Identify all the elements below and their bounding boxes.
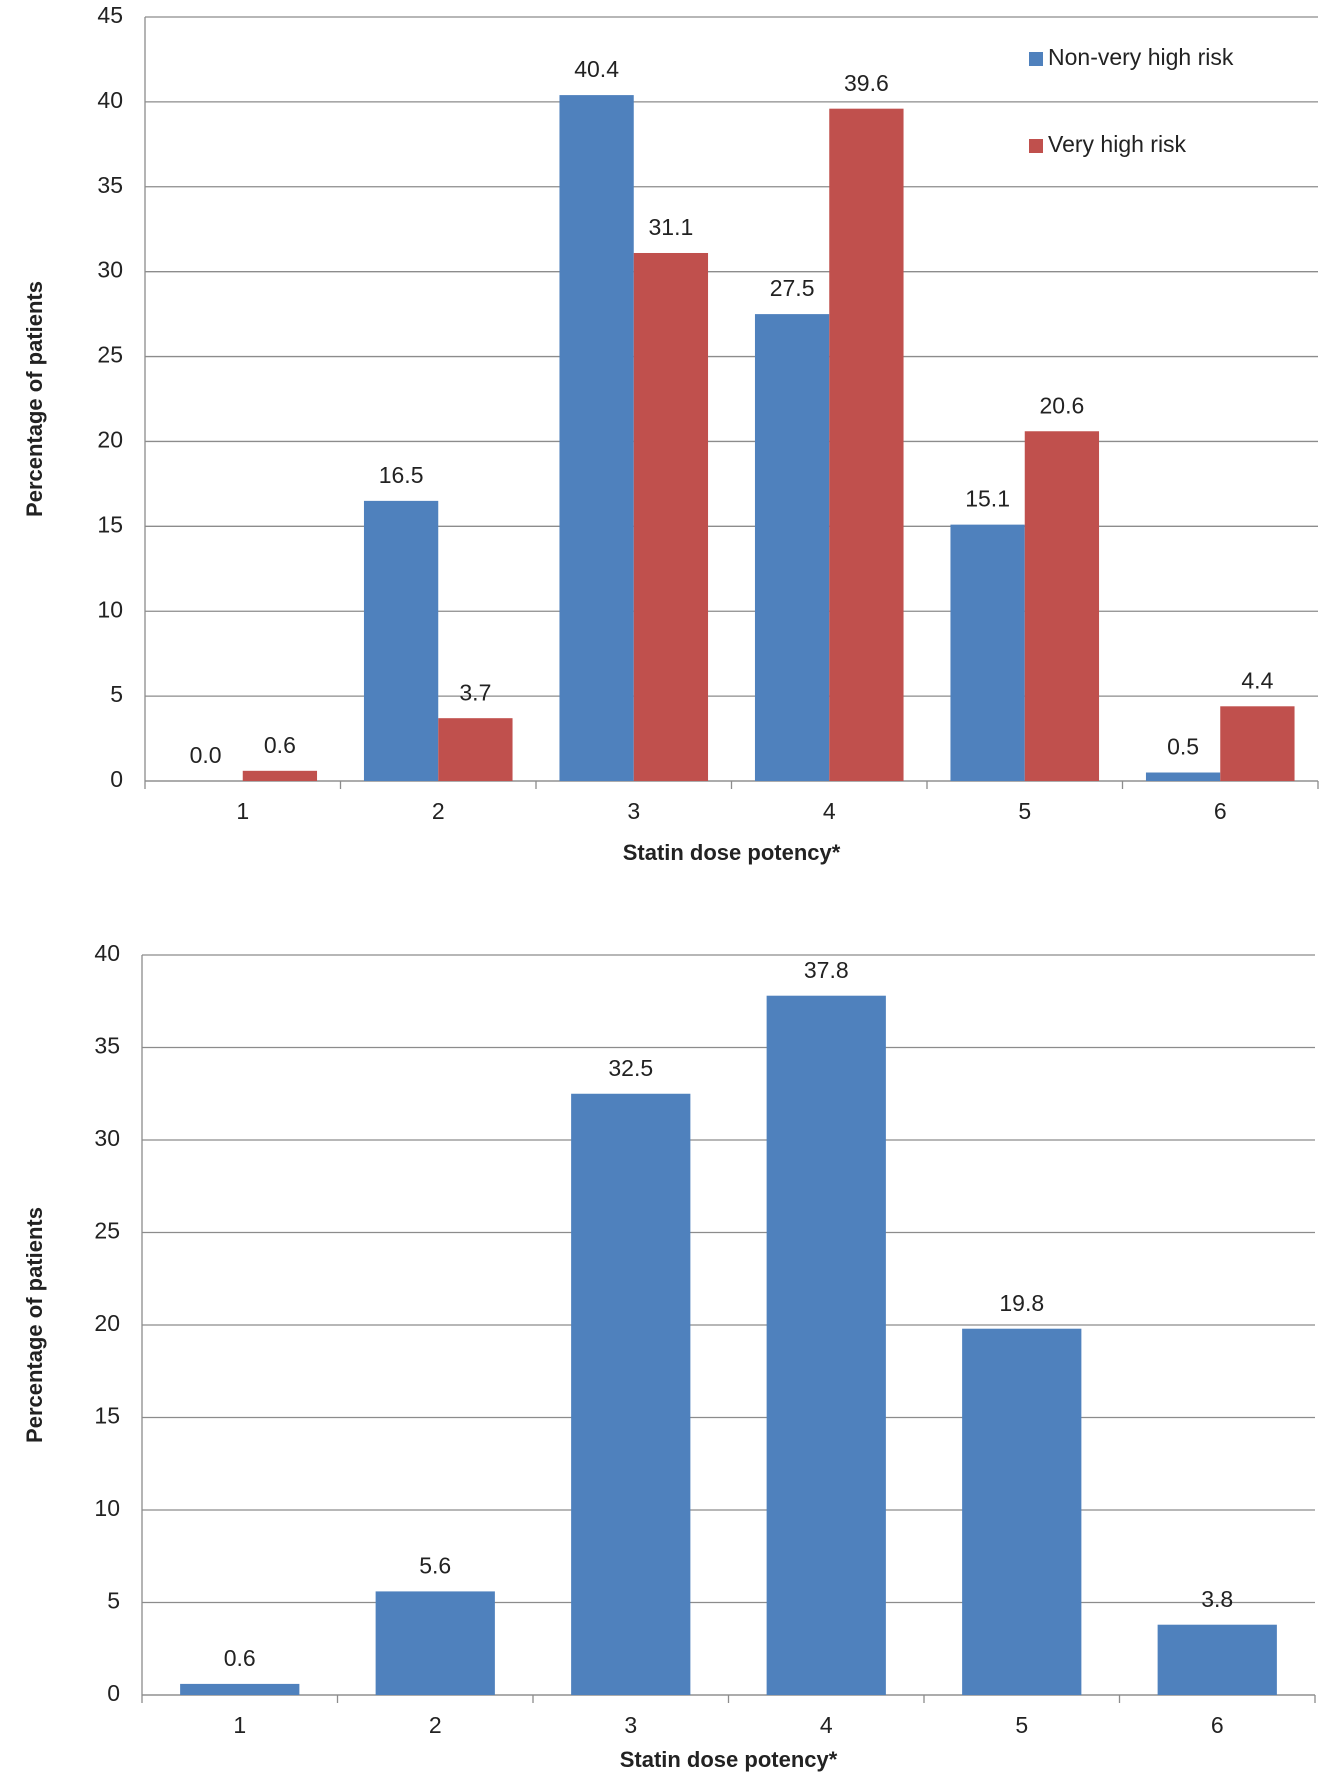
y-tick-label: 5 <box>110 681 123 707</box>
y-tick-label: 35 <box>97 172 123 198</box>
data-label: 5.6 <box>419 1552 451 1578</box>
bar <box>571 1093 691 1695</box>
bar <box>962 1328 1082 1695</box>
y-tick-label: 0 <box>107 1680 120 1706</box>
bar <box>375 1591 495 1695</box>
bar <box>242 770 318 781</box>
data-label: 19.8 <box>999 1290 1044 1316</box>
data-label: 20.6 <box>1040 392 1085 418</box>
data-label: 16.5 <box>379 462 424 488</box>
y-tick-label: 30 <box>94 1125 120 1151</box>
data-label: 3.8 <box>1201 1586 1233 1612</box>
y-tick-label: 10 <box>97 596 123 622</box>
data-label: 4.4 <box>1241 667 1273 693</box>
y-axis-title: Percentage of patients <box>22 1207 47 1443</box>
data-label: 15.1 <box>965 486 1010 512</box>
data-label: 0.6 <box>264 732 296 758</box>
bar <box>633 252 709 782</box>
data-label: 37.8 <box>804 957 849 983</box>
bar <box>180 1683 300 1695</box>
data-label: 40.4 <box>574 56 619 82</box>
bar <box>754 314 830 781</box>
x-tick-label: 5 <box>1015 1712 1028 1738</box>
data-label: 0.5 <box>1167 734 1199 760</box>
x-tick-label: 5 <box>1018 798 1031 824</box>
x-tick-label: 6 <box>1211 1712 1224 1738</box>
y-tick-label: 20 <box>97 427 123 453</box>
x-tick-label: 6 <box>1214 798 1227 824</box>
y-tick-label: 0 <box>110 766 123 792</box>
y-tick-label: 25 <box>97 342 123 368</box>
y-tick-label: 5 <box>107 1588 120 1614</box>
bar <box>559 95 634 781</box>
x-tick-label: 3 <box>627 798 640 824</box>
data-label: 32.5 <box>608 1055 653 1081</box>
bar <box>363 500 439 781</box>
data-label: 27.5 <box>770 275 815 301</box>
bar <box>950 524 1025 781</box>
data-label: 31.1 <box>649 214 694 240</box>
y-tick-label: 25 <box>94 1218 120 1244</box>
bar <box>1157 1624 1277 1695</box>
x-axis-title: Statin dose potency* <box>620 1747 838 1772</box>
y-tick-label: 30 <box>97 257 123 283</box>
bar <box>1220 706 1295 781</box>
y-tick-label: 15 <box>97 511 123 537</box>
x-tick-label: 1 <box>236 798 249 824</box>
legend-swatch <box>1029 52 1043 66</box>
x-tick-label: 1 <box>233 1712 246 1738</box>
y-tick-label: 40 <box>94 940 120 966</box>
x-tick-label: 4 <box>823 798 836 824</box>
data-label: 0.6 <box>224 1645 256 1671</box>
y-tick-label: 10 <box>94 1495 120 1521</box>
data-label: 39.6 <box>844 70 889 96</box>
data-label: 3.7 <box>459 679 491 705</box>
y-tick-label: 35 <box>94 1033 120 1059</box>
bar <box>829 108 904 782</box>
bar <box>1145 772 1221 781</box>
legend-swatch <box>1029 139 1043 153</box>
y-tick-label: 20 <box>94 1310 120 1336</box>
x-tick-label: 2 <box>432 798 445 824</box>
x-tick-label: 4 <box>820 1712 833 1738</box>
x-tick-label: 3 <box>624 1712 637 1738</box>
y-tick-label: 40 <box>97 87 123 113</box>
legend-label: Very high risk <box>1048 131 1187 157</box>
bar <box>1024 431 1100 781</box>
y-axis-title: Percentage of patients <box>22 281 47 517</box>
legend-label: Non-very high risk <box>1048 44 1234 70</box>
y-tick-label: 15 <box>94 1403 120 1429</box>
data-label: 0.0 <box>190 742 222 768</box>
x-axis-title: Statin dose potency* <box>623 840 841 865</box>
y-tick-label: 45 <box>97 2 123 28</box>
bar <box>438 718 513 781</box>
x-tick-label: 2 <box>429 1712 442 1738</box>
bar <box>766 995 886 1695</box>
